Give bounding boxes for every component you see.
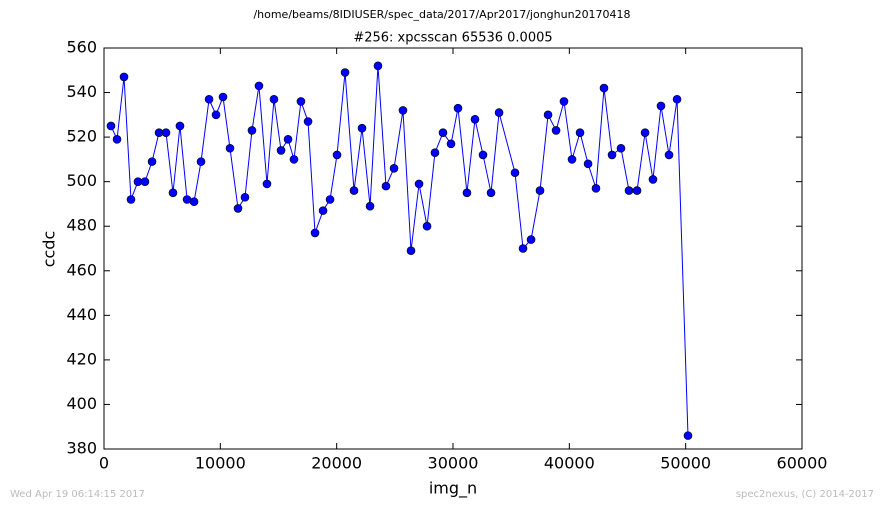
data-point <box>494 108 504 117</box>
data-point <box>381 181 391 191</box>
data-point <box>303 117 313 126</box>
x-tick-label: 20000 <box>311 454 362 473</box>
data-point <box>616 143 626 153</box>
data-point <box>453 103 463 113</box>
data-point <box>683 431 693 440</box>
data-point <box>112 135 122 144</box>
data-point <box>147 157 157 166</box>
data-point <box>486 188 496 198</box>
data-point <box>567 155 577 164</box>
header: /home/beams/8IDIUSER/spec_data/2017/Apr2… <box>253 8 630 21</box>
x-tick-label: 30000 <box>428 454 479 473</box>
data-point <box>599 83 609 93</box>
data-point <box>543 110 553 120</box>
y-tick-label: 420 <box>66 349 97 368</box>
data-point <box>518 244 528 253</box>
data-point <box>349 186 359 195</box>
data-point <box>559 97 569 106</box>
data-point <box>233 204 243 213</box>
data-point <box>664 150 674 160</box>
footer-right: spec2nexus, (C) 2014-2017 <box>736 489 874 500</box>
y-tick-label: 400 <box>66 394 97 413</box>
y-tick-label: 500 <box>66 171 97 190</box>
data-point <box>624 186 634 195</box>
data-point <box>296 97 306 106</box>
data-point <box>422 221 432 231</box>
data-point <box>640 128 650 137</box>
data-point <box>175 121 185 131</box>
data-point <box>269 94 279 104</box>
data-point <box>254 81 264 91</box>
data-point <box>119 72 129 82</box>
y-tick-label: 460 <box>66 260 97 279</box>
data-point <box>648 175 658 184</box>
data-point <box>325 195 335 204</box>
data-point <box>462 188 472 198</box>
x-tick-label: 60000 <box>777 454 828 473</box>
plot-frame <box>103 47 803 450</box>
x-tick-label: 0 <box>99 454 109 473</box>
data-point <box>575 128 585 137</box>
data-point <box>414 179 424 189</box>
data-point <box>247 126 257 135</box>
data-point <box>218 92 228 102</box>
data-point <box>365 201 375 211</box>
data-point <box>189 197 199 207</box>
data-point <box>510 168 520 178</box>
data-point <box>196 157 206 166</box>
data-point <box>276 146 286 155</box>
y-tick-label: 480 <box>66 216 97 235</box>
data-point <box>283 135 293 144</box>
data-point <box>551 126 561 135</box>
data-point <box>632 186 642 195</box>
data-point <box>583 159 593 169</box>
data-point <box>656 101 666 111</box>
data-point <box>262 179 272 189</box>
data-point <box>211 110 221 120</box>
data-point <box>240 192 250 202</box>
footer-left: Wed Apr 19 06:14:15 2017 <box>10 489 145 500</box>
data-point <box>332 150 342 160</box>
data-point <box>478 150 488 160</box>
data-point <box>446 139 456 149</box>
data-point <box>430 148 440 158</box>
y-tick-label: 380 <box>66 439 97 458</box>
data-point <box>389 164 399 173</box>
data-point <box>406 246 416 256</box>
y-tick-label: 560 <box>66 38 97 57</box>
y-axis-label: ccdc <box>40 231 59 268</box>
data-point <box>470 114 480 124</box>
data-point <box>106 121 116 131</box>
x-tick-label: 10000 <box>195 454 246 473</box>
data-point <box>140 177 150 186</box>
y-tick-label: 520 <box>66 127 97 146</box>
data-point <box>310 228 320 238</box>
data-point <box>438 128 448 137</box>
data-point <box>340 68 350 77</box>
x-tick-label: 40000 <box>544 454 595 473</box>
data-point <box>607 150 617 160</box>
data-point <box>357 123 367 133</box>
data-point <box>225 143 235 153</box>
data-point <box>289 155 299 164</box>
data-line <box>110 65 689 436</box>
y-tick-label: 540 <box>66 82 97 101</box>
data-point <box>318 206 328 215</box>
data-point <box>161 128 171 137</box>
data-point <box>535 186 545 195</box>
data-point <box>398 106 408 115</box>
x-axis-label: img_n <box>429 479 477 499</box>
y-tick-label: 440 <box>66 305 97 324</box>
data-point <box>591 184 601 193</box>
data-point <box>126 195 136 204</box>
data-point <box>526 235 536 244</box>
x-tick-label: 50000 <box>660 454 711 473</box>
data-point <box>204 94 214 104</box>
data-point <box>672 94 682 104</box>
data-point <box>168 188 178 198</box>
chart-title: #256: xpcsscan 65536 0.0005 <box>353 31 552 46</box>
data-point <box>373 61 383 71</box>
